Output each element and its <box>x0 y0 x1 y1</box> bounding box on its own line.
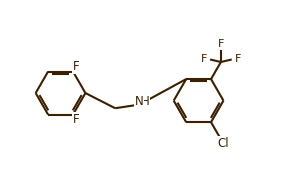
Text: F: F <box>235 55 241 64</box>
Text: F: F <box>218 39 224 49</box>
Text: F: F <box>201 55 207 64</box>
Text: H: H <box>141 95 149 108</box>
Text: F: F <box>73 60 79 73</box>
Text: N: N <box>134 95 143 108</box>
Text: Cl: Cl <box>217 137 229 150</box>
Text: F: F <box>73 113 79 126</box>
